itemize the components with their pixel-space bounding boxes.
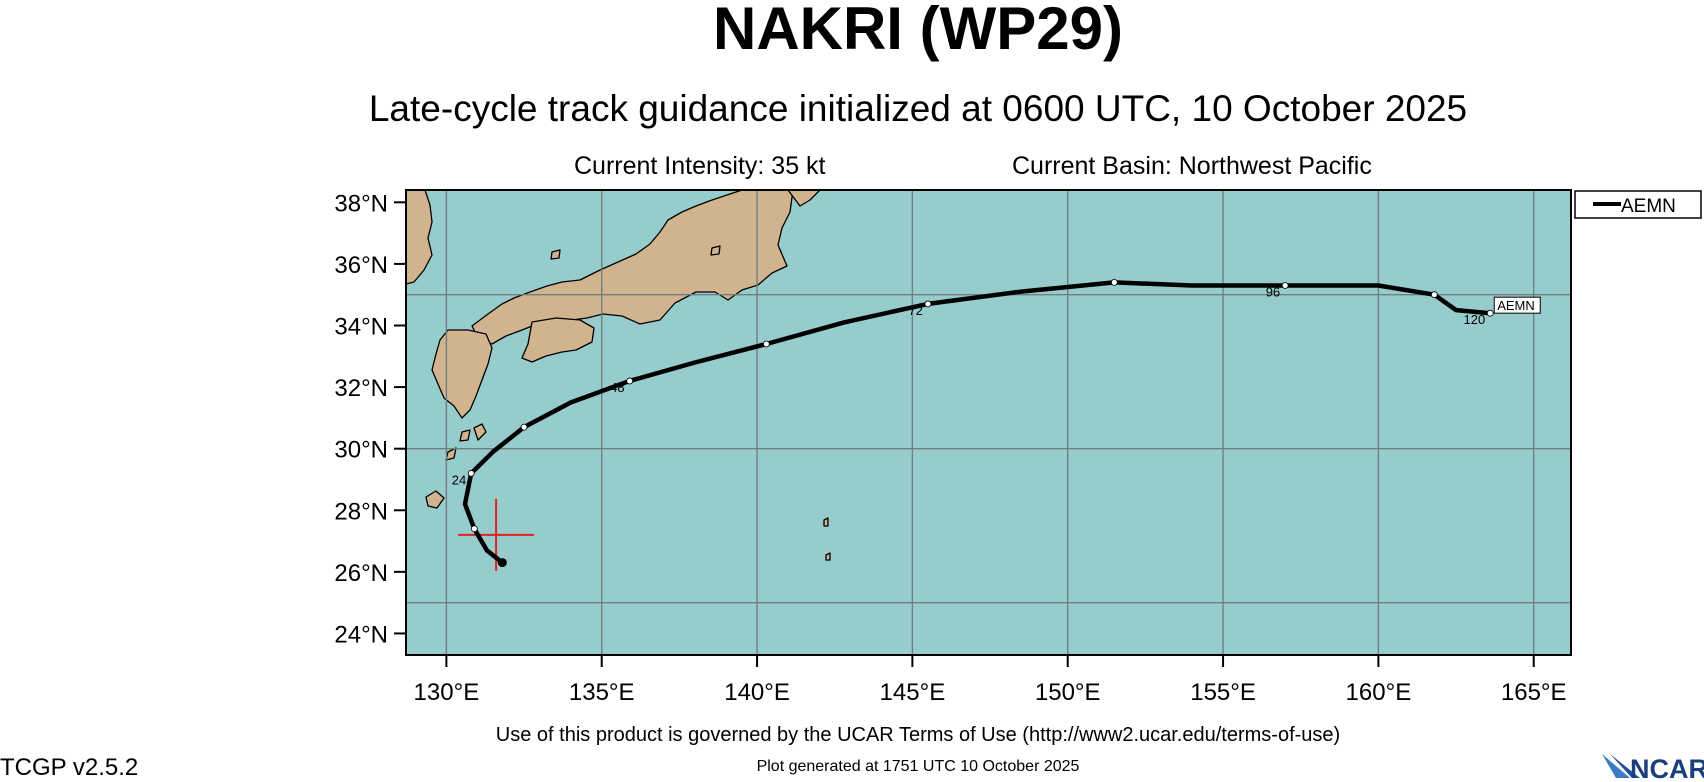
track-end-label-box (1493, 296, 1541, 314)
track-marker (1486, 309, 1494, 317)
lat-tick-label: 32°N (334, 375, 388, 402)
lon-tick-label: 145°E (880, 679, 946, 706)
ncar-logo-mark (1602, 754, 1630, 778)
korea-coast (406, 190, 433, 285)
ncar-logo-mark (1610, 754, 1640, 778)
track-marker (1281, 282, 1289, 289)
islet (825, 552, 831, 561)
track-marker (520, 423, 528, 431)
track-marker (924, 300, 932, 308)
initial-position-dot (497, 558, 507, 568)
lat-tick-label: 28°N (334, 498, 388, 525)
track-marker (470, 525, 478, 533)
map-frame (405, 189, 1572, 656)
tanegashima-island (473, 423, 487, 441)
legend: AEMN (1574, 190, 1702, 219)
forecast-hour-label: 48 (610, 380, 624, 395)
lon-tick-label: 165°E (1501, 679, 1567, 706)
lon-tick-label: 140°E (724, 679, 790, 706)
lon-tick-label: 160°E (1346, 679, 1412, 706)
lat-tick-label: 30°N (334, 437, 388, 464)
track-marker (467, 469, 475, 477)
amami-island (425, 490, 445, 509)
storm-title: NAKRI (WP29) (712, 0, 1123, 62)
islet (459, 429, 471, 442)
current-intensity: Current Intensity: 35 kt (574, 152, 826, 180)
track-marker (1110, 278, 1118, 286)
islet (823, 517, 829, 527)
lon-tick-label: 150°E (1035, 679, 1101, 706)
version-label: TCGP v2.5.2 (0, 754, 139, 781)
terms-of-use: Use of this product is governed by the U… (495, 724, 1341, 746)
graticule (406, 190, 1571, 655)
islet (710, 245, 721, 256)
aemn-track: 24 48 72 96 120 AEMN (452, 278, 1541, 568)
longitude-axis: 130°E 135°E 140°E 145°E 150°E 155°E 160°E 165°E (414, 655, 1567, 706)
legend-label: AEMN (1621, 196, 1676, 217)
forecast-hour-label: 120 (1464, 312, 1486, 327)
forecast-hour-label: 96 (1266, 284, 1280, 299)
lat-tick-label: 34°N (334, 313, 388, 340)
ncar-logo: NCAR (1602, 754, 1704, 780)
ncar-logo-text: NCAR (1630, 754, 1704, 780)
generated-timestamp: Plot generated at 1751 UTC 10 October 20… (756, 758, 1080, 775)
track-end-label: AEMN (1497, 298, 1535, 313)
latitude-axis: 24°N 26°N 28°N 30°N 32°N 34°N 36°N 38°N (334, 190, 406, 648)
forecast-hour-label: 72 (908, 303, 922, 318)
lon-tick-label: 135°E (569, 679, 635, 706)
honshu-island (471, 190, 794, 345)
islet (550, 249, 561, 260)
lat-tick-label: 24°N (334, 621, 388, 648)
forecast-subtitle: Late-cycle track guidance initialized at… (368, 88, 1468, 129)
lat-tick-label: 38°N (334, 190, 388, 217)
track-marker (1430, 291, 1438, 299)
shikoku-island (521, 317, 595, 363)
ocean-background (406, 190, 1571, 655)
lat-tick-label: 36°N (334, 252, 388, 279)
lat-tick-label: 26°N (334, 560, 388, 587)
track-marker (762, 340, 770, 348)
lon-tick-label: 130°E (414, 679, 480, 706)
track-marker (626, 377, 634, 385)
forecast-hour-label: 24 (452, 472, 466, 487)
lon-tick-label: 155°E (1190, 679, 1256, 706)
current-basin: Current Basin: Northwest Pacific (1012, 152, 1372, 180)
hokkaido-island (787, 190, 821, 207)
track-map: 130°E 135°E 140°E 145°E 150°E 155°E 160°E 165°E… (334, 189, 1702, 706)
